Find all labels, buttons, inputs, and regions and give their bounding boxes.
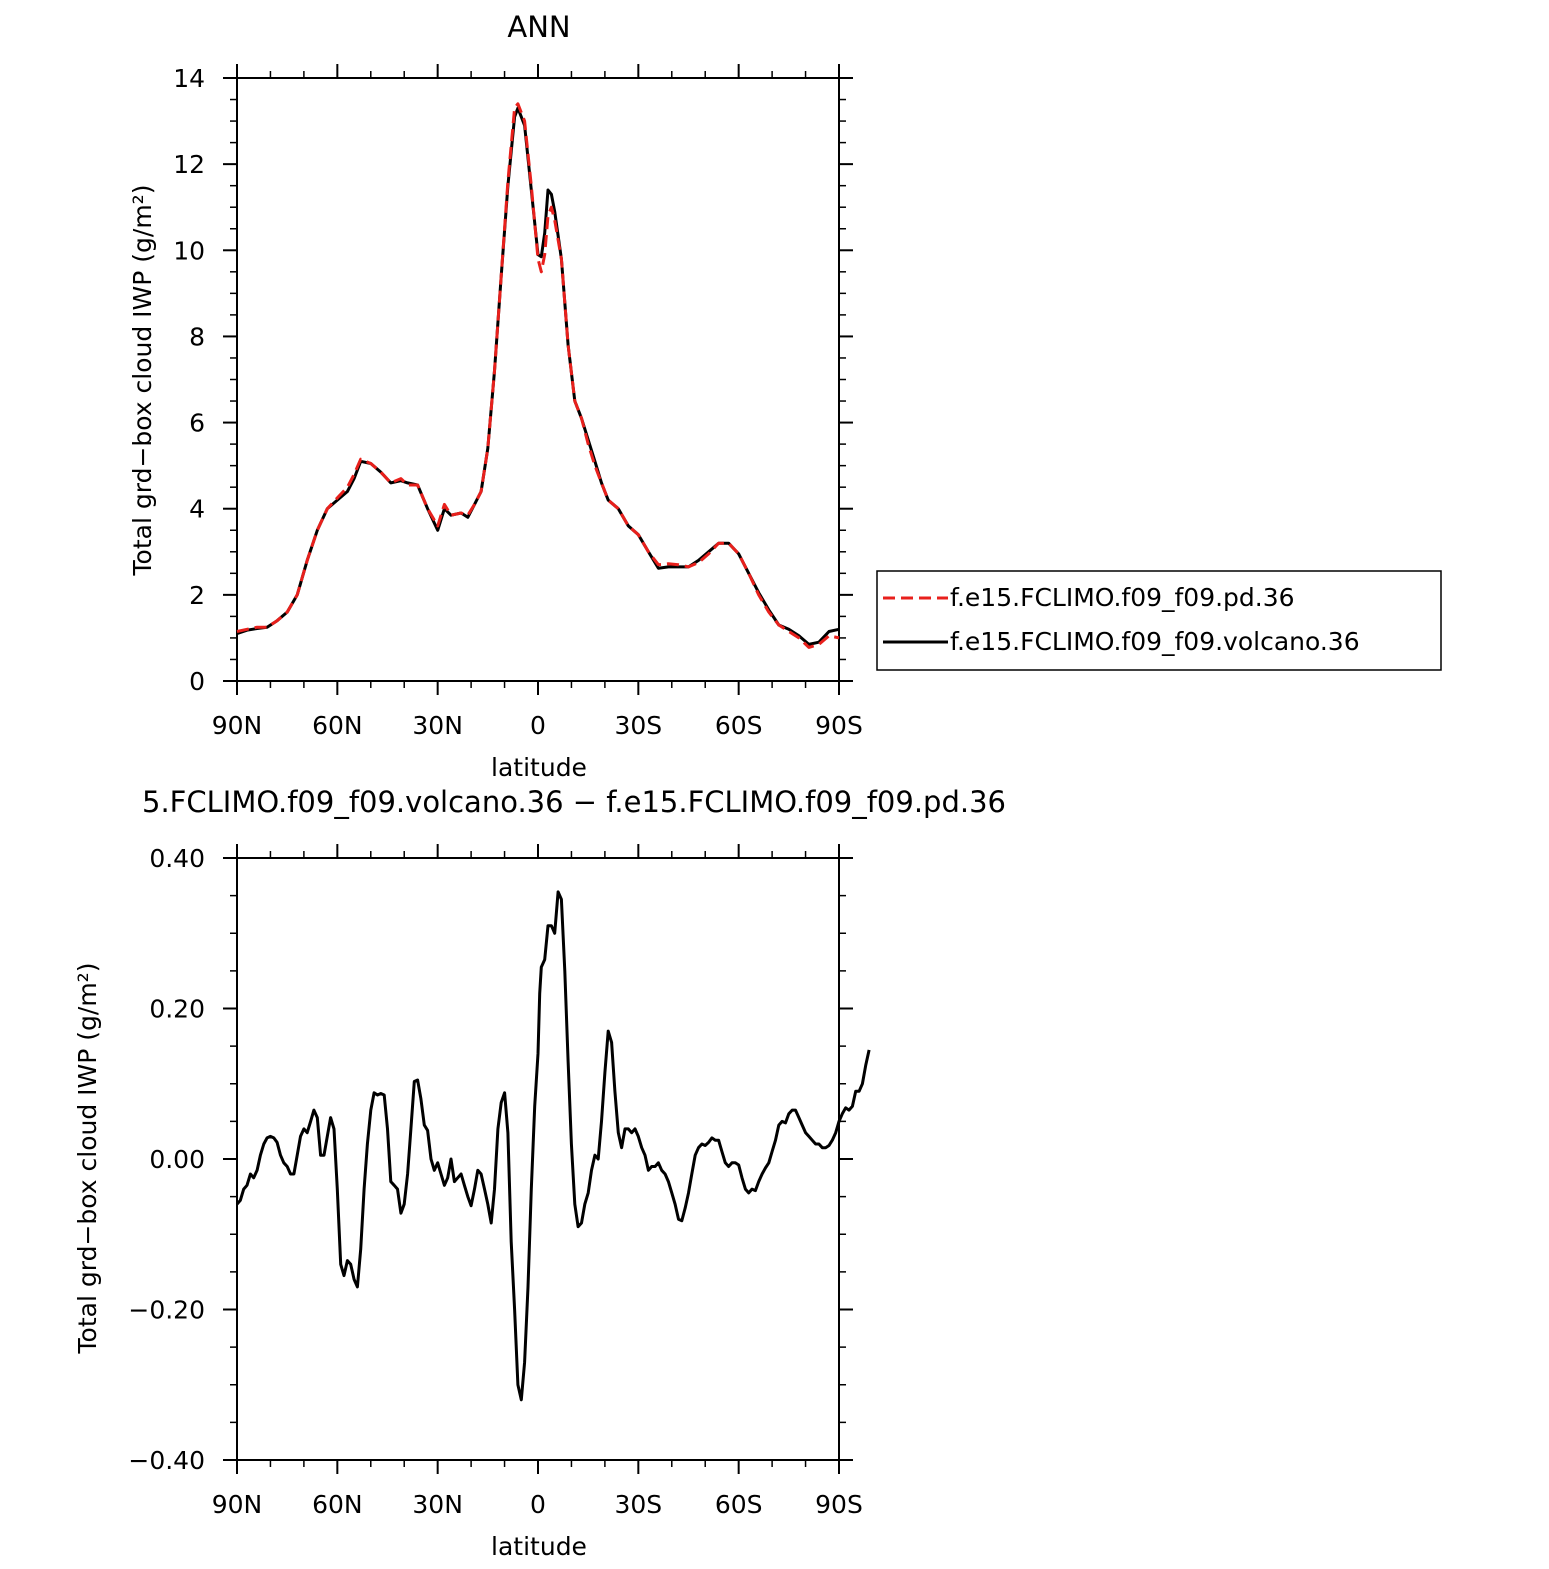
bottom-plot-frame — [236, 857, 840, 1461]
top-chart-title: ANN — [507, 10, 570, 44]
top-plot-frame — [236, 77, 840, 682]
top-y-tick-label: 14 — [173, 64, 205, 93]
top-series-line-1 — [236, 106, 840, 646]
bottom-x-tick-label: 30N — [412, 1490, 463, 1519]
bottom-chart-title: 5.FCLIMO.f09_f09.volcano.36 − f.e15.FCLI… — [142, 785, 1006, 819]
top-x-tick-label: 30N — [412, 711, 463, 740]
legend: f.e15.FCLIMO.f09_f09.pd.36 f.e15.FCLIMO.… — [876, 570, 1442, 671]
top-y-tick-label: 6 — [189, 409, 205, 438]
bottom-y-tick-label: −0.20 — [128, 1296, 205, 1325]
top-x-tick-label: 0 — [530, 711, 546, 740]
bottom-x-tick-label: 90N — [212, 1490, 263, 1519]
bottom-x-axis-label: latitude — [491, 1532, 587, 1561]
top-y-tick-label: 0 — [189, 667, 205, 696]
top-y-tick-label: 4 — [189, 495, 205, 524]
top-x-axis-label: latitude — [491, 753, 587, 782]
top-y-tick-label: 8 — [189, 322, 205, 351]
bottom-y-tick-label: 0.40 — [149, 844, 205, 873]
bottom-x-tick-label: 0 — [530, 1490, 546, 1519]
bottom-axes: 90N 60N 30N 0 30S 60S 90S −0.40 −0.20 0.00 0.20 0.4… — [128, 844, 863, 1519]
panel-bottom-chart: 5.FCLIMO.f09_f09.volcano.36 − f.e15.FCLI… — [73, 785, 1006, 1561]
bottom-y-axis-label: Total grd−box cloud IWP (g/m²) — [73, 963, 102, 1355]
legend-label-volcano: f.e15.FCLIMO.f09_f09.volcano.36 — [950, 627, 1360, 656]
top-axes: 90N 60N 30N 0 30S 60S 90S 0 2 4 6 8 10 12 14 — [173, 64, 863, 740]
bottom-x-tick-label: 90S — [815, 1490, 863, 1519]
bottom-x-tick-label: 60S — [715, 1490, 763, 1519]
bottom-series-line-0 — [235, 890, 871, 1402]
bottom-y-tick-label: −0.40 — [128, 1446, 205, 1475]
top-x-tick-label: 30S — [614, 711, 662, 740]
top-x-tick-label: 60N — [312, 711, 363, 740]
top-x-tick-label: 90S — [815, 711, 863, 740]
top-y-tick-label: 10 — [173, 236, 205, 265]
bottom-x-tick-label: 60N — [312, 1490, 363, 1519]
bottom-y-tick-label: 0.00 — [149, 1145, 205, 1174]
legend-box — [876, 570, 1442, 671]
bottom-series-lines — [235, 890, 871, 1402]
bottom-x-tick-label: 30S — [614, 1490, 662, 1519]
top-series-lines — [236, 102, 840, 649]
panel-top-chart: ANN Total grd−box cloud IWP (g/m²) latit… — [128, 10, 863, 782]
top-y-tick-label: 12 — [173, 150, 205, 179]
legend-label-pd: f.e15.FCLIMO.f09_f09.pd.36 — [950, 583, 1295, 612]
top-y-axis-label: Total grd−box cloud IWP (g/m²) — [128, 185, 157, 577]
top-x-tick-label: 60S — [715, 711, 763, 740]
top-y-tick-label: 2 — [189, 581, 205, 610]
bottom-y-tick-label: 0.20 — [149, 995, 205, 1024]
top-series-line-0 — [236, 102, 840, 649]
top-x-tick-label: 90N — [212, 711, 263, 740]
